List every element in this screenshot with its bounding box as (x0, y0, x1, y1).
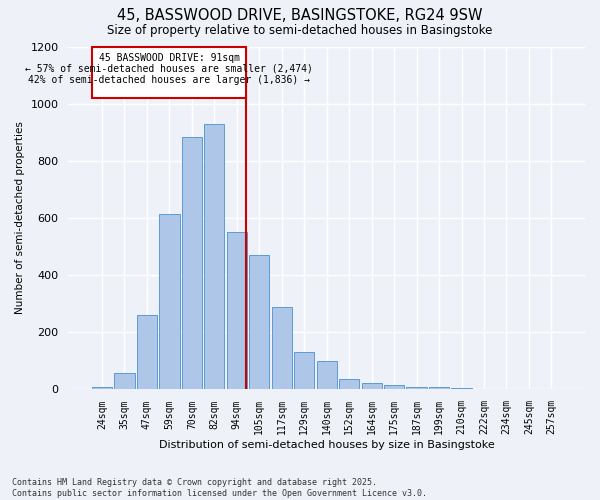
Y-axis label: Number of semi-detached properties: Number of semi-detached properties (15, 122, 25, 314)
Bar (115, 373, 134, 390)
Bar (137, 314, 157, 390)
Bar (227, 232, 247, 390)
Bar (294, 352, 314, 390)
Bar (249, 254, 269, 390)
Text: ← 57% of semi-detached houses are smaller (2,474): ← 57% of semi-detached houses are smalle… (25, 64, 313, 74)
Bar (384, 385, 404, 390)
Bar (204, 124, 224, 390)
Text: Size of property relative to semi-detached houses in Basingstoke: Size of property relative to semi-detach… (107, 24, 493, 37)
Bar (159, 214, 179, 390)
Text: 45, BASSWOOD DRIVE, BASINGSTOKE, RG24 9SW: 45, BASSWOOD DRIVE, BASINGSTOKE, RG24 9S… (117, 8, 483, 22)
X-axis label: Distribution of semi-detached houses by size in Basingstoke: Distribution of semi-detached houses by … (159, 440, 494, 450)
Text: 42% of semi-detached houses are larger (1,836) →: 42% of semi-detached houses are larger (… (28, 75, 310, 85)
Text: 45 BASSWOOD DRIVE: 91sqm: 45 BASSWOOD DRIVE: 91sqm (99, 53, 240, 63)
Bar (317, 361, 337, 390)
Bar (451, 388, 472, 390)
Bar (182, 138, 202, 390)
Text: Contains HM Land Registry data © Crown copyright and database right 2025.
Contai: Contains HM Land Registry data © Crown c… (12, 478, 427, 498)
Bar (272, 306, 292, 390)
Bar (474, 388, 494, 390)
Bar (92, 386, 112, 390)
Bar (339, 380, 359, 390)
Bar (429, 387, 449, 390)
Bar (406, 386, 427, 390)
FancyBboxPatch shape (92, 47, 247, 98)
Bar (362, 383, 382, 390)
